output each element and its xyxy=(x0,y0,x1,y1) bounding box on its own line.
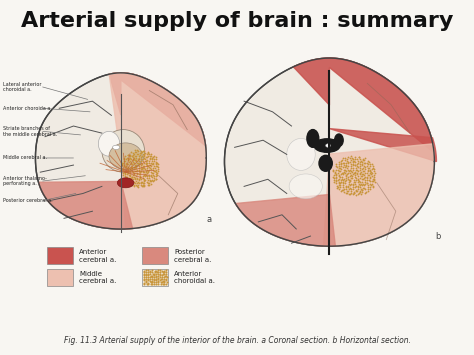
Ellipse shape xyxy=(314,139,340,152)
Polygon shape xyxy=(329,129,437,162)
Ellipse shape xyxy=(102,130,145,172)
Polygon shape xyxy=(36,73,206,229)
Polygon shape xyxy=(293,58,434,153)
Text: a: a xyxy=(206,215,211,224)
Bar xyxy=(142,269,168,286)
Ellipse shape xyxy=(109,143,142,170)
Text: Anterior thalamo-
perforating a.: Anterior thalamo- perforating a. xyxy=(3,176,47,186)
Ellipse shape xyxy=(112,145,119,149)
Ellipse shape xyxy=(319,155,332,171)
Text: Anterior
choroidal a.: Anterior choroidal a. xyxy=(174,271,215,284)
Text: Striate branches of
the middle cerebral a.: Striate branches of the middle cerebral … xyxy=(3,126,57,137)
Polygon shape xyxy=(225,58,434,246)
Text: Anterior choroida a.: Anterior choroida a. xyxy=(3,106,52,111)
Text: Arterial supply of brain : summary: Arterial supply of brain : summary xyxy=(21,11,453,31)
Text: Fig. 11.3 Arterial supply of the interior of the brain. a Coronal section. b Hor: Fig. 11.3 Arterial supply of the interio… xyxy=(64,336,410,345)
Polygon shape xyxy=(109,73,206,229)
Bar xyxy=(142,247,168,264)
Text: Middle
cerebral a.: Middle cerebral a. xyxy=(79,271,117,284)
Ellipse shape xyxy=(326,144,330,147)
Text: b: b xyxy=(435,232,440,241)
Polygon shape xyxy=(323,144,434,246)
Polygon shape xyxy=(109,73,206,146)
Ellipse shape xyxy=(117,178,134,188)
Text: Lateral anterior
choroidal a.: Lateral anterior choroidal a. xyxy=(3,82,41,92)
Polygon shape xyxy=(38,181,133,229)
Text: Anterior
cerebral a.: Anterior cerebral a. xyxy=(79,249,117,263)
Ellipse shape xyxy=(335,134,343,146)
Ellipse shape xyxy=(99,131,119,156)
Ellipse shape xyxy=(287,138,315,170)
Polygon shape xyxy=(236,195,336,246)
Bar xyxy=(47,247,73,264)
Text: Middle cerebral a.: Middle cerebral a. xyxy=(3,155,47,160)
Ellipse shape xyxy=(289,174,322,199)
Text: Posterior
cerebral a.: Posterior cerebral a. xyxy=(174,249,211,263)
Text: Posterior cerebral a.: Posterior cerebral a. xyxy=(3,198,53,203)
Bar xyxy=(47,269,73,286)
Ellipse shape xyxy=(307,130,319,147)
